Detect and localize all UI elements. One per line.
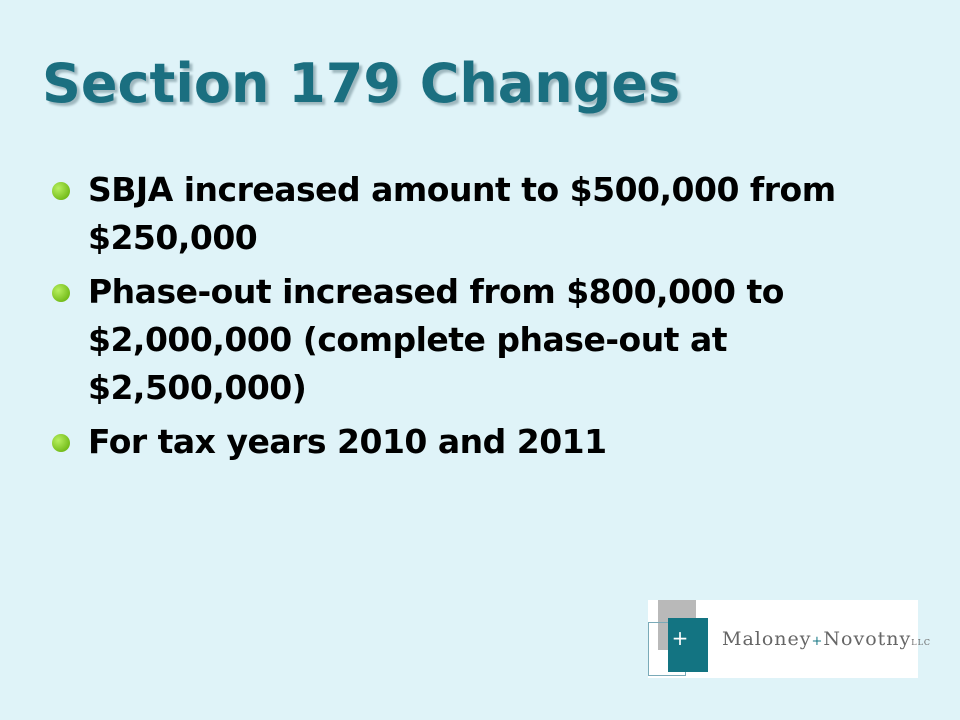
logo-name: Maloney+NovotnyLLC xyxy=(722,628,931,650)
logo: + Maloney+NovotnyLLC xyxy=(648,600,930,678)
bullet-item: For tax years 2010 and 2011 xyxy=(48,418,908,466)
bullet-list: SBJA increased amount to $500,000 from $… xyxy=(48,166,908,472)
slide-title: Section 179 Changes xyxy=(42,52,681,115)
bullet-dot xyxy=(52,284,70,302)
logo-name-left: Maloney xyxy=(722,628,812,650)
logo-joiner: + xyxy=(811,634,824,649)
bullet-item: SBJA increased amount to $500,000 from $… xyxy=(48,166,908,262)
logo-name-right: Novotny xyxy=(823,628,912,650)
bullet-dot xyxy=(52,182,70,200)
logo-mark: + xyxy=(671,626,689,650)
bullet-item: Phase-out increased from $800,000 to $2,… xyxy=(48,268,908,412)
bullet-dot xyxy=(52,434,70,452)
bullet-text: For tax years 2010 and 2011 xyxy=(88,422,607,461)
logo-suffix: LLC xyxy=(911,638,932,647)
bullet-text: SBJA increased amount to $500,000 from $… xyxy=(88,170,836,257)
bullet-text: Phase-out increased from $800,000 to $2,… xyxy=(88,272,784,407)
logo-square xyxy=(668,618,708,672)
